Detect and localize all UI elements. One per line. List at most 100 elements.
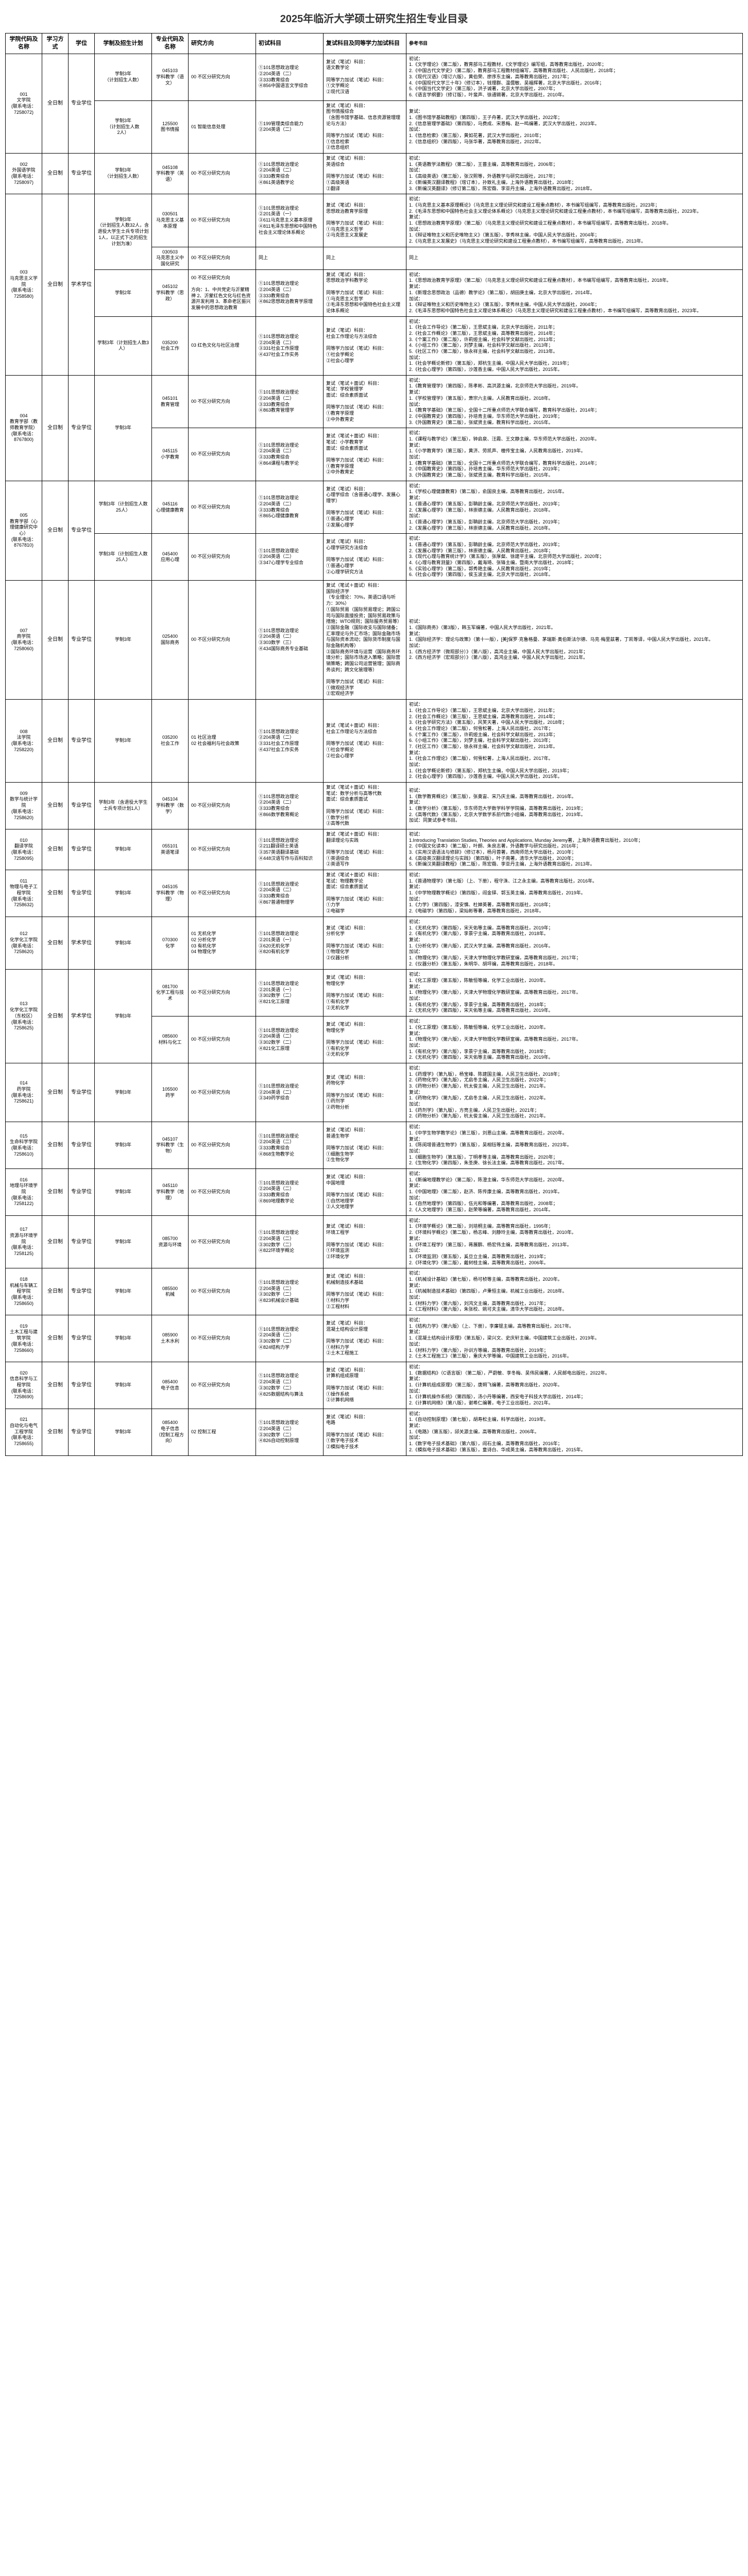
cell-exam: ①101思想政治理论②204英语（二）③331社会工作原理④437社会工作实务 [256, 316, 324, 375]
cell-plan: 学制3年（计划招生人数25人） [95, 534, 152, 581]
cell-exam: ①101思想政治理论②204英语（二）③347心理学专业综合 [256, 534, 324, 581]
cell-ref: 初试：1.《社会工作导论》（第二版），王思斌主编，北京大学出版社，2011年；2… [406, 700, 743, 783]
cell-dir: 00 不区分研究方向方向：1、中共党史与沂蒙精神 2、沂蒙红色文化与红色资源开发… [189, 269, 256, 316]
table-row: 008法学院(联系电话：7258220)全日制专业学位学制3年035200社会工… [6, 700, 743, 783]
cell-exam: ①101思想政治理论②204英语（二）③333教育综合④864课程与教学论 [256, 428, 324, 481]
cell-dir: 00 不区分研究方向 [189, 581, 256, 700]
cell-degree: 学术学位 [69, 917, 95, 970]
table-row: 021自动化与电气工程学院(联系电话：7258655)全日制专业学位学制3年08… [6, 1409, 743, 1455]
cell-plan: 学制3年（含退役大学生士兵专项计划1人） [95, 783, 152, 829]
cell-dir: 00 不区分研究方向 [189, 870, 256, 917]
cell-ref: 初试：1.《普通心理学》（第五版），彭聃龄主编，北京师范大学出版社，2019年；… [406, 534, 743, 581]
cell-college: 003马克思主义学院(联系电话：7258580) [6, 194, 42, 376]
cell-plan: 学制2年 [95, 269, 152, 316]
cell-mode: 全日制 [42, 829, 69, 870]
cell-college: 017资源与环境学院(联系电话：7258125) [6, 1215, 42, 1268]
cell-retest: 复试（笔试）科目：药物化学同等学力加试（笔试）科目：①药剂学②药物分析 [324, 1063, 406, 1122]
cell-plan: 学制3年（计划招生人数2人） [95, 100, 152, 154]
cell-retest: 复试（笔试）科目：心理学综合（含普通心理学、发展心理学）同等学力加试（笔试）科目… [324, 481, 406, 534]
cell-dir: 00 不区分研究方向 [189, 247, 256, 269]
cell-plan: 学制3年（计划招生人数3人） [95, 316, 152, 375]
cell-code: 125500图书情报 [152, 100, 189, 154]
cell-college: 009数学与统计学院(联系电话：7258620) [6, 783, 42, 829]
cell-college: 016地理与环境学院(联系电话：7258122) [6, 1168, 42, 1215]
cell-plan: 学制3年 [95, 1409, 152, 1455]
cell-college: 012化学化工学院(联系电话：7258620) [6, 917, 42, 970]
cell-plan: 学制3年 [95, 829, 152, 870]
cell-ref: 初试：1.《结构力学》（第六版）（上、下册），李廉锟主编，高等教育出版社，201… [406, 1315, 743, 1362]
cell-plan: 学制3年（计划招生人数） [95, 54, 152, 100]
cell-college: 010翻译学院(联系电话：7258095) [6, 829, 42, 870]
cell-code: 045105学科教学（物理） [152, 870, 189, 917]
cell-retest: 复试（笔试）科目：计算机组成原理同等学力加试（笔试）科目：①操作系统②计算机网络 [324, 1362, 406, 1409]
cell-college: 019土木工程与建筑学院(联系电话：7258660) [6, 1315, 42, 1362]
table-row: 学制3年（计划招生人数3人）035200社会工作03 红色文化与社区治理①101… [6, 316, 743, 375]
cell-code: 045108学科教学（英语） [152, 154, 189, 194]
cell-plan: 学制3年 [95, 917, 152, 970]
cell-exam: ①101思想政治理论②204英语（二）③302数学（二）④823机械设计基础 [256, 1268, 324, 1315]
cell-degree: 专业学位 [69, 375, 95, 481]
cell-dir: 01 无机化学02 分析化学03 有机化学04 物理化学 [189, 917, 256, 970]
cell-college: 013化学化工学院（东校区）(联系电话：7258625) [6, 970, 42, 1063]
cell-code: 085900土木水利 [152, 1315, 189, 1362]
cell-code: 081700化学工程与技术 [152, 970, 189, 1016]
table-row: 007商学院(联系电话：7258060)全日制专业学位学制3年025400国际商… [6, 581, 743, 700]
table-row: 学制3年（计划招生人数25人）045400应用心理00 不区分研究方向①101思… [6, 534, 743, 581]
cell-degree: 专业学位 [69, 1409, 95, 1455]
cell-retest: 同上 [324, 247, 406, 269]
cell-exam: ①101思想政治理论②204英语（二）③333教育综合④867普通物理学 [256, 870, 324, 917]
cell-college: 020信息科学与工程学院(联系电话：7258690) [6, 1362, 42, 1409]
cell-mode: 全日制 [42, 970, 69, 1063]
cell-plan: 学制3年（计划招生人数） [95, 154, 152, 194]
cell-retest: 复试（笔试＋面试）科目：笔试：学校管理学面试：综合素质面试同等学力加试（笔试）科… [324, 375, 406, 428]
cell-dir: 02 控制工程 [189, 1409, 256, 1455]
table-row: 017资源与环境学院(联系电话：7258125)全日制专业学位学制3年08570… [6, 1215, 743, 1268]
cell-code: 030503马克思主义中国化研究 [152, 247, 189, 269]
th-degree: 学位 [69, 33, 95, 54]
cell-dir: 00 不区分研究方向 [189, 783, 256, 829]
cell-exam: ①101思想政治理论②201英语（一）③620无机化学④820有机化学 [256, 917, 324, 970]
cell-college: 015生命科学学院(联系电话：7258610) [6, 1122, 42, 1169]
cell-exam: ①101思想政治理论②201英语（一）③611马克思主义基本原理④811毛泽东思… [256, 194, 324, 247]
cell-mode: 全日制 [42, 1315, 69, 1362]
cell-dir: 00 不区分研究方向 [189, 1268, 256, 1315]
cell-exam: ①101思想政治理论②204英语（二）③331社会工作原理④437社会工作实务 [256, 700, 324, 783]
cell-exam: ①199管理类综合能力②204英语（二） [256, 100, 324, 154]
table-row: 学制3年（计划招生人数2人）125500图书情报01 智能信息处理①199管理类… [6, 100, 743, 154]
cell-code: 085500机械 [152, 1268, 189, 1315]
cell-mode: 全日制 [42, 1063, 69, 1122]
cell-mode: 全日制 [42, 700, 69, 783]
cell-code: 070300化学 [152, 917, 189, 970]
cell-exam: ①101思想政治理论②204英语（二）③302数学（二）④826自动控制原理 [256, 1409, 324, 1455]
cell-retest: 复试（笔试＋面试）科目：国际经济学（专业理论：70%，英语口语与听力：30%）①… [324, 581, 406, 700]
cell-retest: 复试（笔试＋面试）科目：笔试：物理教学论面试：综合素质面试同等学力加试（笔试）科… [324, 870, 406, 917]
cell-code: 105500药学 [152, 1063, 189, 1122]
cell-ref: 初试：1.《环境学概论》（第二版），刘培桐主编，高等教育出版社，1995年；2.… [406, 1215, 743, 1268]
cell-degree: 专业学位 [69, 829, 95, 870]
cell-mode: 全日制 [42, 194, 69, 376]
cell-college: 011物理与电子工程学院(联系电话：7258632) [6, 870, 42, 917]
cell-retest: 复试（笔试＋面试）科目：社会工作理论与方法综合同等学力加试（笔试）科目：①社会学… [324, 700, 406, 783]
cell-plan: 学制3年 [95, 1122, 152, 1169]
table-row: 019土木工程与建筑学院(联系电话：7258660)全日制专业学位学制3年085… [6, 1315, 743, 1362]
cell-exam: ①101思想政治理论②204英语（二）③333教育综合④866数学教育概论 [256, 783, 324, 829]
cell-dir: 00 不区分研究方向 [189, 1362, 256, 1409]
cell-retest: 复试（笔试）科目：英语综合同等学力加试（笔试）科目：①高级英语②翻译 [324, 154, 406, 194]
cell-exam: ①101思想政治理论②204英语（二）③302数学（二）④825数据结构与算法 [256, 1362, 324, 1409]
cell-exam: ①101思想政治理论②204英语（二）③333教育综合④869地理教学论 [256, 1168, 324, 1215]
cell-college: 002外国语学院(联系电话：7258097) [6, 154, 42, 194]
cell-ref: 同上 [406, 247, 743, 269]
cell-college: 014药学院(联系电话：7258621) [6, 1063, 42, 1122]
cell-college: 007商学院(联系电话：7258060) [6, 581, 42, 700]
cell-mode: 全日制 [42, 870, 69, 917]
cell-retest: 复试（笔试）科目：物理化学同等学力加试（笔试）科目：①有机化学②无机化学 [324, 970, 406, 1016]
cell-degree: 专业学位 [69, 1168, 95, 1215]
cell-mode: 全日制 [42, 1362, 69, 1409]
cell-plan: 学制3年 [95, 581, 152, 700]
cell-plan: 学制3年 [95, 1362, 152, 1409]
cell-code: 085400电子信息（控制工程方向） [152, 1409, 189, 1455]
table-row: 015生命科学学院(联系电话：7258610)全日制专业学位学制3年045107… [6, 1122, 743, 1169]
cell-plan: 学制3年 [95, 1315, 152, 1362]
cell-code: 045101教育管理 [152, 375, 189, 428]
cell-exam: ①101思想政治理论②204英语（二）③333教育综合④863教育管理学 [256, 375, 324, 428]
